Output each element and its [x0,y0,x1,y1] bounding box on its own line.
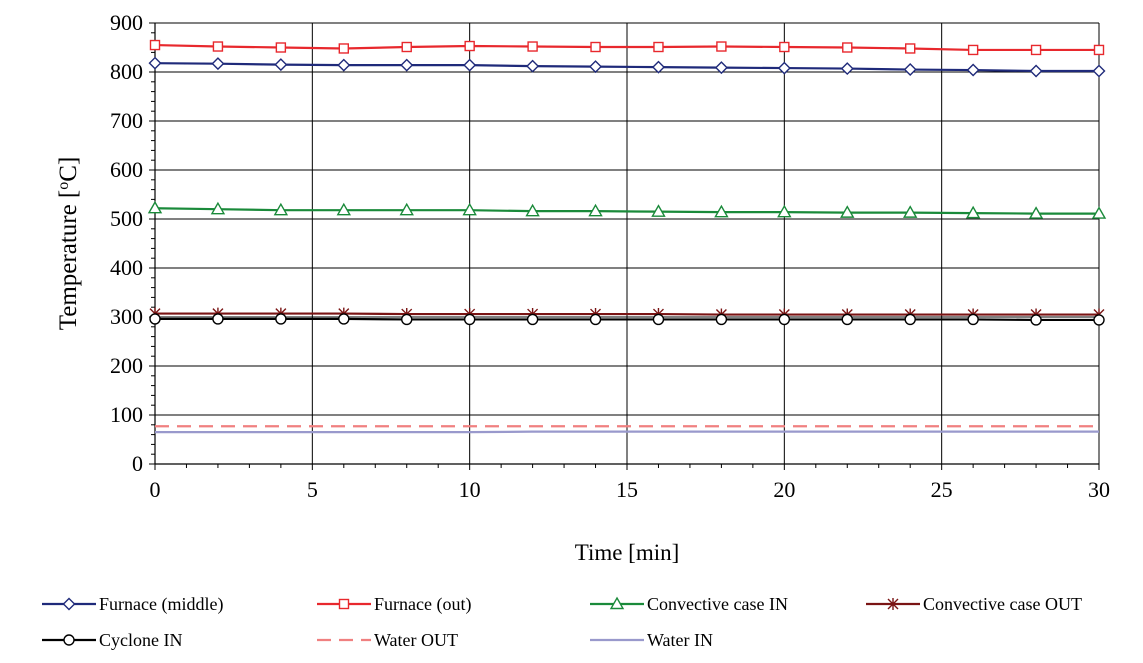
x-tick-label: 15 [616,477,638,502]
y-tick-label: 500 [110,206,143,231]
legend: Furnace (middle) Furnace (out) Convective … [42,594,1082,650]
data-point [339,44,348,53]
y-tick-label: 400 [110,255,143,280]
data-point [528,42,537,51]
legend-item: Furnace (middle) [42,594,223,615]
legend-label: Water OUT [374,630,458,650]
x-tick-label: 0 [150,477,161,502]
data-point [465,42,474,51]
y-axis-title: Temperature [oC] [55,157,83,331]
data-point [1094,315,1104,325]
data-point [717,42,726,51]
y-tick-label: 600 [110,157,143,182]
legend-label: Convective case IN [647,594,788,614]
data-point [1031,315,1041,325]
data-point [465,314,475,324]
series-line [155,319,1099,320]
legend-marker [64,599,75,610]
data-point [905,314,915,324]
data-point [528,314,538,324]
y-tick-label: 200 [110,353,143,378]
data-point [906,44,915,53]
data-point [339,314,349,324]
legend-label: Water IN [647,630,713,650]
data-point [591,43,600,52]
legend-marker [64,635,74,645]
data-point [402,314,412,324]
data-point [716,314,726,324]
data-point [150,314,160,324]
legend-item: Convective case OUT [866,594,1082,614]
y-tick-label: 100 [110,402,143,427]
y-tick-label: 800 [110,59,143,84]
data-point [1032,45,1041,54]
y-axis-title-main: Temperature [ [55,190,82,331]
data-point [842,314,852,324]
data-point [213,42,222,51]
data-point [780,43,789,52]
y-tick-label: 900 [110,10,143,35]
legend-item: Furnace (out) [317,594,471,615]
x-tick-label: 5 [307,477,318,502]
x-tick-label: 10 [459,477,481,502]
legend-item: Water IN [590,630,713,650]
y-axis-title-superscript: o [55,182,72,190]
data-point [276,314,286,324]
legend-item: Water OUT [317,630,458,650]
data-point [402,43,411,52]
legend-label: Cyclone IN [99,630,182,650]
legend-marker [340,600,349,609]
data-point [1095,45,1104,54]
x-tick-label: 20 [773,477,795,502]
legend-label: Furnace (middle) [99,594,223,615]
data-point [654,43,663,52]
y-axis-title-end: C] [55,157,82,182]
y-tick-label: 700 [110,108,143,133]
data-point [779,314,789,324]
data-point [213,314,223,324]
legend-label: Furnace (out) [374,594,471,615]
series-line [155,314,1099,315]
data-point [968,314,978,324]
data-point [653,314,663,324]
legend-item: Cyclone IN [42,630,182,650]
data-point [151,41,160,50]
data-point [591,314,601,324]
x-tick-label: 30 [1088,477,1110,502]
x-axis-title: Time [min] [575,540,680,565]
x-tick-label: 25 [931,477,953,502]
y-tick-label: 0 [132,451,143,476]
data-point [969,45,978,54]
y-tick-label: 300 [110,304,143,329]
legend-item: Convective case IN [590,594,788,614]
data-point [843,43,852,52]
data-point [276,43,285,52]
legend-label: Convective case OUT [923,594,1082,614]
